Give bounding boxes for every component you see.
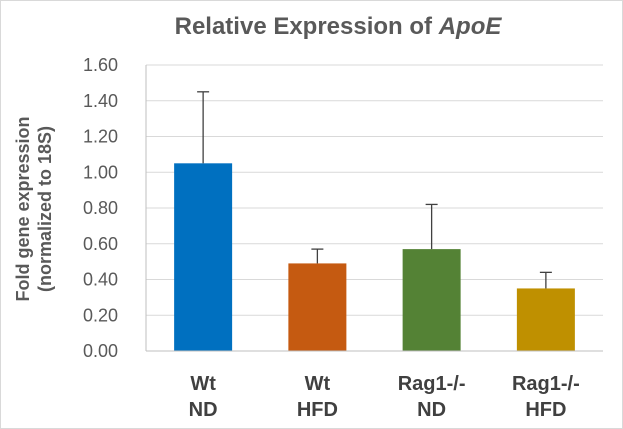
- x-category-label: Wt: [305, 373, 331, 395]
- chart-title: Relative Expression of ApoE: [175, 13, 503, 40]
- chart-title-gene: ApoE: [438, 13, 503, 40]
- x-category-label: Rag1-/-: [512, 373, 580, 395]
- bars: [174, 163, 575, 351]
- y-tick-label: 1.60: [83, 55, 118, 75]
- y-tick-label: 1.00: [83, 162, 118, 182]
- y-tick-label: 0.80: [83, 198, 118, 218]
- error-bars: [197, 91, 552, 289]
- bar: [402, 249, 461, 351]
- category-labels: Wt ND Wt HFD Rag1-/- ND Rag1-/- HFD: [189, 373, 580, 421]
- x-category-label: ND: [189, 399, 218, 421]
- y-axis-label: Fold gene expression (normalized to 18S): [13, 116, 55, 301]
- x-category-label: ND: [417, 399, 446, 421]
- y-tick-label: 1.20: [83, 127, 118, 147]
- bar: [288, 263, 347, 351]
- y-tick-label: 0.40: [83, 270, 118, 290]
- x-category-label: HFD: [297, 399, 338, 421]
- y-tick-label: 0.20: [83, 305, 118, 325]
- x-category-label: Wt: [190, 373, 216, 395]
- y-tick-label: 0.60: [83, 234, 118, 254]
- x-category-label: HFD: [525, 399, 566, 421]
- y-tick-label: 0.00: [83, 341, 118, 361]
- y-axis-label-line1: Fold gene expression: [13, 116, 33, 301]
- chart-title-text: Relative Expression of: [175, 13, 433, 40]
- axes: [145, 65, 603, 352]
- x-category-label: Rag1-/-: [398, 373, 466, 395]
- y-axis-label-line2: (normalized to 18S): [35, 126, 55, 292]
- bar: [516, 288, 575, 351]
- bar: [174, 163, 233, 351]
- y-tick-labels: 0.00 0.20 0.40 0.60 0.80 1.00 1.20 1.40 1.60: [83, 55, 118, 361]
- y-tick-label: 1.40: [83, 91, 118, 111]
